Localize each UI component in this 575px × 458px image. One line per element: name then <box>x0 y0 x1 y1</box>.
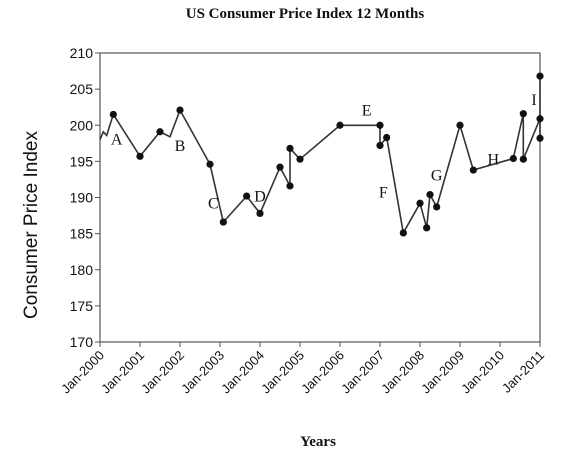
annotation-label: A <box>111 131 123 148</box>
y-tick-label: 170 <box>70 334 94 350</box>
annotation-label: E <box>362 102 372 119</box>
data-point <box>469 166 477 174</box>
annotation-label: I <box>531 92 536 109</box>
data-point <box>383 133 391 142</box>
y-tick-label: 195 <box>70 153 94 169</box>
data-point <box>423 224 431 232</box>
data-point <box>219 218 227 226</box>
y-tick-label: 185 <box>70 226 94 242</box>
x-tick-label: Jan-2010 <box>458 348 507 397</box>
y-tick-label: 205 <box>70 81 94 97</box>
annotation-label: G <box>431 167 443 184</box>
data-point <box>156 128 164 136</box>
data-point <box>399 229 407 237</box>
data-point <box>456 121 464 129</box>
y-tick-label: 210 <box>70 45 94 61</box>
y-tick-label: 175 <box>70 298 94 314</box>
x-tick-label: Jan-2000 <box>58 348 107 397</box>
data-point <box>509 154 517 163</box>
series-line <box>99 76 541 236</box>
data-point <box>286 182 294 190</box>
series-points <box>109 72 544 237</box>
y-tick-label: 200 <box>70 117 94 133</box>
chart-title: US Consumer Price Index 12 Months <box>186 6 425 22</box>
x-axis-label: Years <box>300 434 336 450</box>
data-point <box>109 110 117 119</box>
x-tick-label: Jan-2004 <box>218 348 267 397</box>
annotation-label: D <box>254 188 266 205</box>
data-point <box>296 155 304 163</box>
x-tick-label: Jan-2008 <box>378 348 427 397</box>
x-axis-ticks: Jan-2000Jan-2001Jan-2002Jan-2003Jan-2004… <box>58 342 547 396</box>
x-tick-label: Jan-2005 <box>258 348 307 397</box>
x-tick-label: Jan-2007 <box>338 348 387 397</box>
x-tick-label: Jan-2001 <box>98 348 147 397</box>
y-tick-label: 180 <box>70 262 94 278</box>
data-point <box>433 203 441 211</box>
data-point <box>206 160 214 168</box>
data-point <box>536 134 544 142</box>
annotation-label: B <box>175 138 186 155</box>
data-point <box>336 121 344 129</box>
annotation-label: H <box>488 151 500 168</box>
data-point <box>376 141 384 150</box>
plot-area-frame <box>99 52 541 343</box>
x-tick-label: Jan-2011 <box>499 348 547 396</box>
data-point <box>536 115 544 123</box>
data-point <box>256 209 264 217</box>
series-lines <box>99 76 541 236</box>
y-axis-label: Consumer Price Index <box>21 131 42 319</box>
data-point <box>536 72 544 80</box>
y-tick-label: 190 <box>70 190 94 206</box>
data-point <box>416 199 424 207</box>
data-point <box>276 163 284 171</box>
y-axis-ticks: 210 205 200 195 190 185 180 175 170 <box>70 45 100 350</box>
data-point <box>136 152 144 160</box>
data-point <box>519 155 527 163</box>
annotation-label: F <box>379 185 388 202</box>
chart-annotations: A B C D E F G H I <box>111 92 537 212</box>
data-point <box>176 106 184 114</box>
data-point <box>243 192 251 200</box>
x-tick-label: Jan-2006 <box>298 348 347 397</box>
x-tick-label: Jan-2009 <box>418 348 467 397</box>
data-point <box>376 121 384 129</box>
data-point <box>519 110 527 118</box>
data-point <box>426 191 434 199</box>
x-tick-label: Jan-2002 <box>138 348 187 397</box>
data-point <box>286 144 294 152</box>
annotation-label: C <box>208 196 219 213</box>
x-tick-label: Jan-2003 <box>178 348 227 397</box>
